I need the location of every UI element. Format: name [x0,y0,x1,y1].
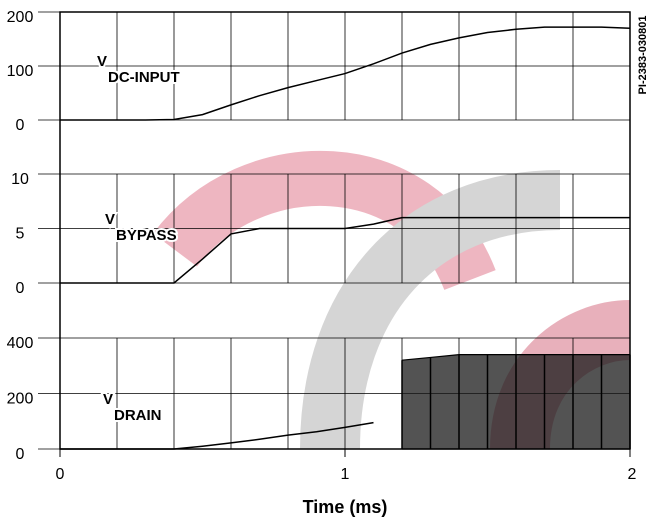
signal-label-sub: BYPASS [116,227,177,244]
y-tick-label: 0 [16,117,25,134]
signal-label-sub: DC-INPUT [108,69,180,86]
x-axis-title: Time (ms) [303,497,388,517]
y-tick-label: 5 [16,226,25,243]
x-tick-label: 1 [341,466,350,483]
y-tick-label: 200 [7,9,34,26]
y-tick-label: 10 [11,171,29,188]
y-tick-label: 400 [7,335,34,352]
y-tick-label: 0 [16,446,25,463]
signal-line [60,26,631,121]
y-tick-label: 0 [16,280,25,297]
x-tick-label: 0 [56,466,65,483]
figure-code: PI-2383-030801 [637,16,649,95]
x-tick-label: 2 [628,466,637,483]
y-tick-label: 100 [7,63,34,80]
signal-label: V [103,391,113,408]
envelope-line [401,354,630,361]
y-tick-label: 200 [7,391,34,408]
signal-line [60,421,374,450]
signal-line [60,216,630,284]
signal-label: V [105,211,115,228]
signal-label-sub: DRAIN [114,407,162,424]
signal-label: V [97,53,107,70]
